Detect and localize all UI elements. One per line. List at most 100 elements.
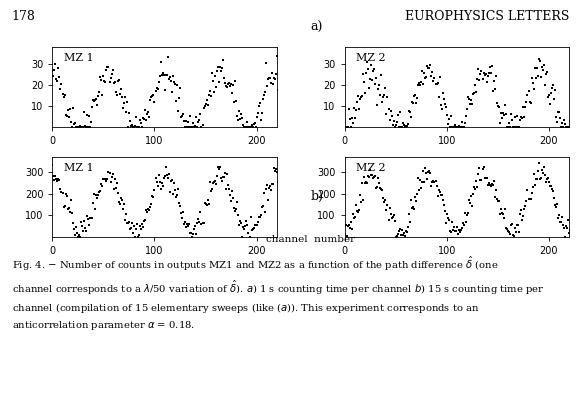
Point (523, 92, 532, 99)
Point (51, 173, 60, 179)
Point (491, 73, 500, 79)
Point (442, 211, 451, 218)
Point (262, 83, 271, 89)
Point (425, 65, 434, 71)
Point (515, 124, 524, 130)
Point (550, 195, 559, 201)
Point (224, 186, 234, 192)
Point (422, 169, 431, 176)
Point (155, 73, 164, 79)
Point (228, 82, 238, 88)
Point (435, 188, 444, 195)
Point (266, 183, 275, 189)
Point (427, 73, 436, 79)
Point (137, 226, 146, 232)
Point (205, 88, 214, 94)
Point (410, 93, 419, 100)
Point (209, 89, 218, 96)
Point (390, 124, 399, 130)
Point (74, 231, 84, 238)
Point (517, 207, 526, 213)
Point (201, 101, 210, 107)
Point (492, 100, 501, 106)
Point (110, 79, 119, 85)
Point (477, 68, 486, 74)
Point (158, 70, 167, 77)
Point (500, 102, 510, 108)
Point (557, 124, 566, 130)
Point (125, 226, 135, 232)
Point (99, 73, 108, 79)
Point (238, 115, 247, 121)
Point (189, 119, 198, 126)
Point (530, 65, 539, 71)
Point (49, 73, 58, 79)
Point (456, 229, 465, 235)
Point (119, 201, 128, 207)
Point (108, 171, 117, 178)
Point (410, 194, 419, 201)
Point (180, 221, 189, 227)
Point (479, 70, 488, 76)
Point (50, 177, 59, 183)
Point (187, 229, 196, 236)
Point (225, 192, 235, 198)
Point (158, 183, 167, 190)
Point (206, 93, 216, 100)
Point (341, 222, 350, 228)
Point (139, 115, 148, 121)
Point (205, 179, 214, 185)
Point (510, 233, 519, 239)
Point (102, 67, 111, 73)
Point (457, 124, 466, 130)
Point (436, 192, 445, 198)
Point (270, 75, 279, 81)
Point (83, 112, 92, 118)
Point (126, 225, 135, 231)
Point (199, 220, 208, 226)
Point (540, 172, 550, 179)
Point (89, 98, 99, 105)
Point (148, 193, 157, 199)
Point (448, 124, 457, 130)
Point (264, 185, 274, 192)
Point (121, 211, 131, 217)
Point (208, 179, 217, 186)
Point (397, 124, 407, 130)
Point (423, 176, 432, 182)
Point (181, 124, 190, 130)
Point (465, 197, 474, 203)
Point (572, 124, 581, 130)
Point (352, 99, 361, 105)
Point (135, 223, 145, 229)
Point (574, 121, 581, 127)
Point (153, 86, 162, 92)
Point (200, 103, 209, 110)
Point (146, 97, 155, 103)
Point (504, 120, 514, 126)
Point (564, 217, 573, 223)
Point (258, 203, 267, 209)
Point (115, 91, 124, 97)
Point (454, 227, 464, 233)
Point (554, 215, 563, 221)
Point (564, 124, 573, 130)
Point (573, 118, 581, 125)
Point (358, 71, 368, 77)
Point (551, 114, 561, 120)
Point (533, 168, 542, 174)
Point (520, 206, 529, 213)
Point (487, 181, 496, 188)
Point (544, 179, 554, 185)
Point (346, 219, 356, 226)
Point (80, 109, 89, 115)
Point (152, 179, 161, 185)
Point (214, 79, 224, 85)
Point (567, 226, 576, 232)
Point (182, 220, 192, 227)
Text: Fig. 4. $-$ Number of counts in outputs MZ1 and MZ2 as a function of the path di: Fig. 4. $-$ Number of counts in outputs … (12, 255, 544, 331)
Point (197, 124, 206, 130)
Point (441, 220, 450, 226)
Point (166, 78, 175, 84)
Point (353, 209, 363, 215)
